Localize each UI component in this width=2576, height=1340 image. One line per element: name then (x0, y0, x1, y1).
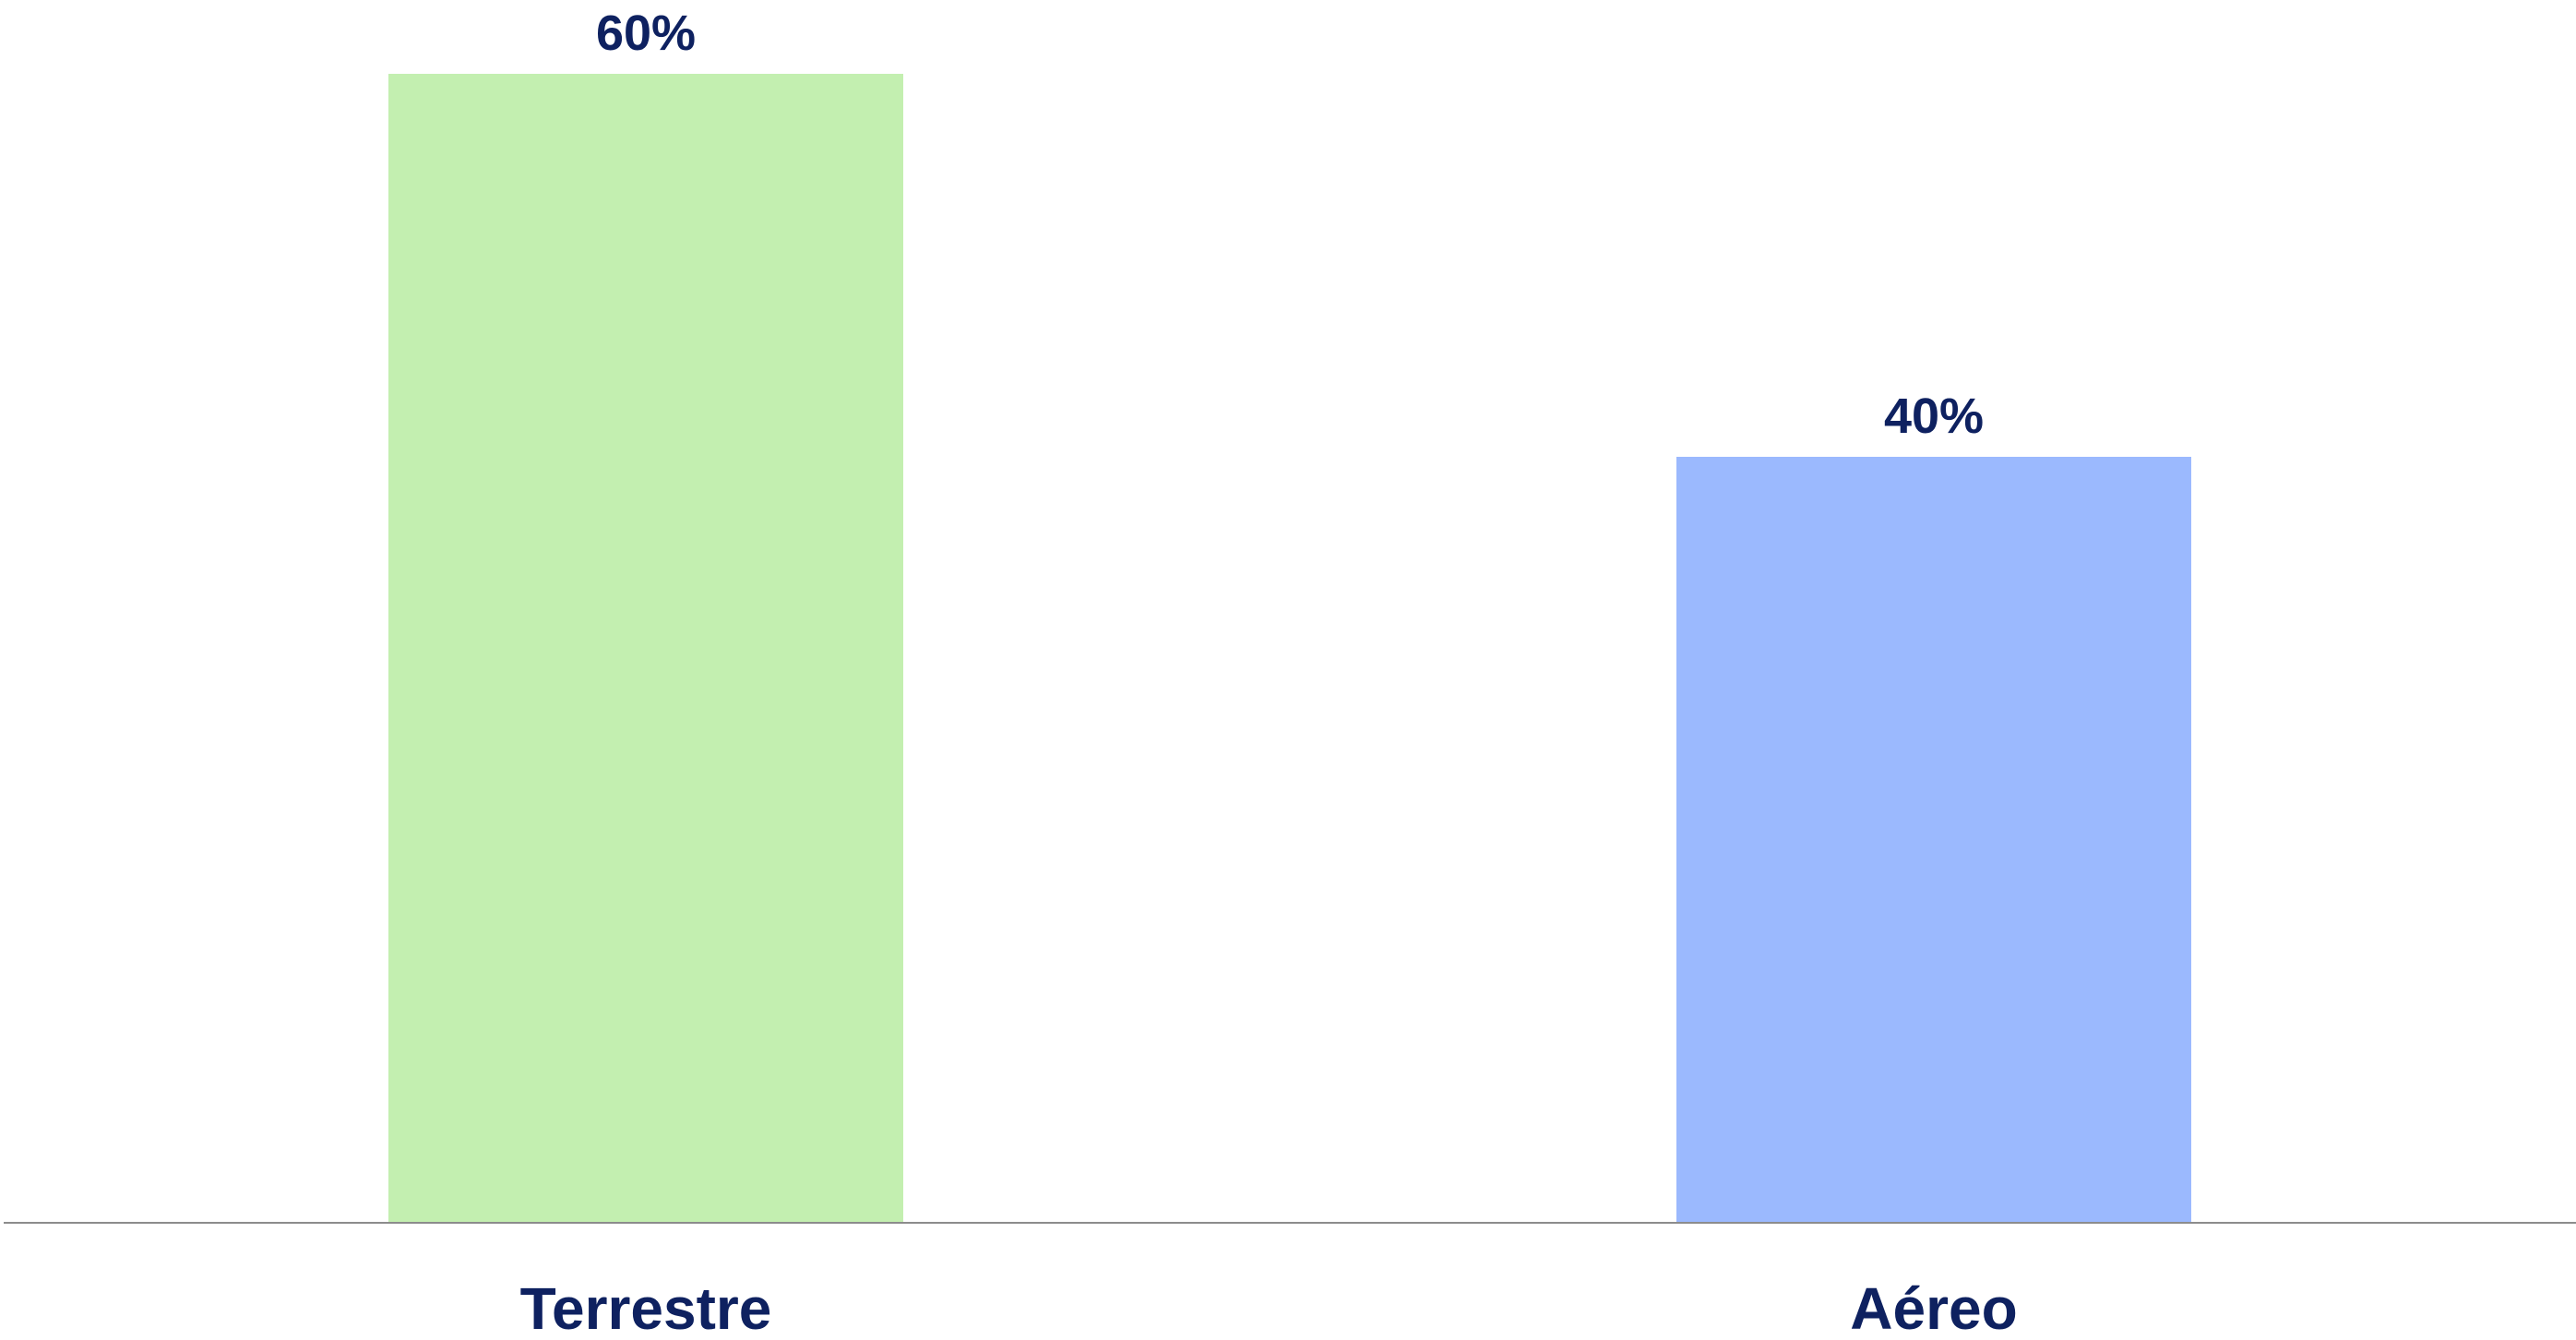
bars-group (388, 74, 2191, 1223)
bar-aereo (1676, 457, 2191, 1223)
category-label: Aéreo (1850, 1275, 2017, 1340)
bar-terrestre (388, 74, 903, 1223)
value-label: 40% (1884, 389, 1984, 444)
value-label: 60% (596, 6, 696, 61)
category-labels-group: Terrestre Aéreo (520, 1275, 2018, 1340)
value-labels-group: 60% 40% (596, 6, 1984, 444)
category-label: Terrestre (520, 1275, 772, 1340)
